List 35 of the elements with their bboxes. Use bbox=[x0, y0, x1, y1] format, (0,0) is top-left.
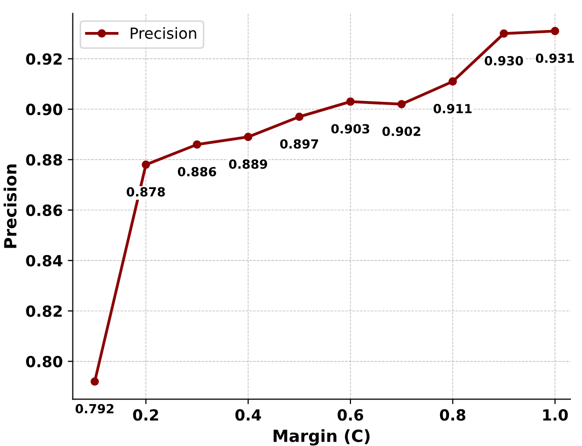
data-label: 0.886 bbox=[178, 166, 216, 176]
point bbox=[142, 160, 150, 169]
x-tick-label: 0.2 bbox=[133, 409, 158, 421]
x-axis-title: Margin (C) bbox=[274, 429, 370, 446]
data-label: 0.911 bbox=[434, 104, 472, 114]
y-tick-label: 0.82 bbox=[26, 305, 62, 317]
legend-label: Precision bbox=[130, 27, 196, 39]
x-tick-label: 1.0 bbox=[543, 409, 568, 421]
data-label: 0.889 bbox=[228, 159, 268, 169]
point bbox=[500, 29, 508, 38]
data-label: 0.897 bbox=[280, 139, 318, 149]
point bbox=[90, 377, 99, 386]
point bbox=[397, 100, 406, 108]
point bbox=[346, 97, 355, 106]
data-label: 0.903 bbox=[331, 124, 370, 134]
data-label: 0.931 bbox=[536, 53, 574, 63]
data-label: 0.902 bbox=[382, 126, 420, 136]
x-tick-label: 0.8 bbox=[440, 409, 466, 421]
point bbox=[295, 112, 304, 121]
point bbox=[192, 140, 202, 149]
y-axis-title: Precision bbox=[4, 164, 17, 248]
y-tick-label: 0.92 bbox=[26, 53, 62, 65]
point bbox=[448, 77, 457, 86]
y-tick-label: 0.80 bbox=[26, 356, 62, 368]
point bbox=[550, 26, 560, 36]
y-tick-label: 0.90 bbox=[26, 104, 62, 116]
y-tick-label: 0.84 bbox=[26, 254, 62, 267]
x-tick-label: 0.4 bbox=[235, 409, 261, 421]
point bbox=[244, 132, 252, 142]
x-tick-label: 0.6 bbox=[338, 409, 364, 421]
y-tick-label: 0.86 bbox=[26, 204, 62, 216]
data-label: 0.878 bbox=[126, 187, 165, 197]
y-tick-label: 0.88 bbox=[26, 154, 62, 166]
data-label: 0.930 bbox=[484, 56, 524, 66]
data-label: 0.792 bbox=[76, 404, 114, 414]
